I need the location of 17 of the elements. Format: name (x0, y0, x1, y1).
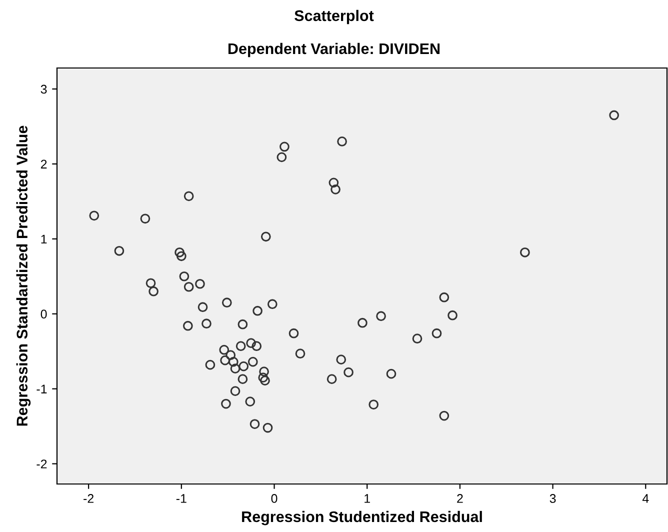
y-tick-label: 1 (41, 234, 47, 244)
y-axis-title: Regression Standardized Predicted Value (16, 126, 31, 426)
x-tick-label: 3 (550, 494, 556, 503)
y-tick-label: 3 (40, 84, 47, 94)
y-tick-label: 0 (40, 310, 47, 319)
x-tick-label: -1 (176, 494, 186, 503)
x-tick-label: 0 (271, 494, 278, 503)
chart-title: Scatterplot (294, 10, 374, 24)
x-tick-label: -2 (84, 494, 94, 503)
x-tick-label: 1 (364, 494, 370, 503)
chart-subtitle: Dependent Variable: DIVIDEN (228, 42, 440, 58)
x-tick-label: 2 (457, 494, 463, 503)
y-tick-label: 2 (40, 160, 47, 168)
y-tick-label: -1 (36, 384, 47, 394)
x-tick-label: 4 (642, 494, 649, 503)
x-axis-title: Regression Studentized Residual (242, 510, 482, 526)
y-tick-label: -2 (36, 460, 47, 468)
